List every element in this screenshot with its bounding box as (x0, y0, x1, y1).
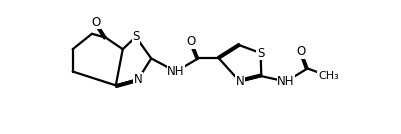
Text: CH₃: CH₃ (318, 71, 339, 81)
Text: S: S (132, 30, 140, 43)
Text: N: N (235, 75, 244, 88)
Text: N: N (134, 73, 142, 86)
Text: NH: NH (277, 75, 295, 88)
Text: O: O (91, 16, 100, 29)
Text: O: O (186, 35, 196, 48)
Text: O: O (297, 45, 306, 58)
Text: S: S (257, 46, 264, 59)
Text: NH: NH (167, 65, 184, 78)
